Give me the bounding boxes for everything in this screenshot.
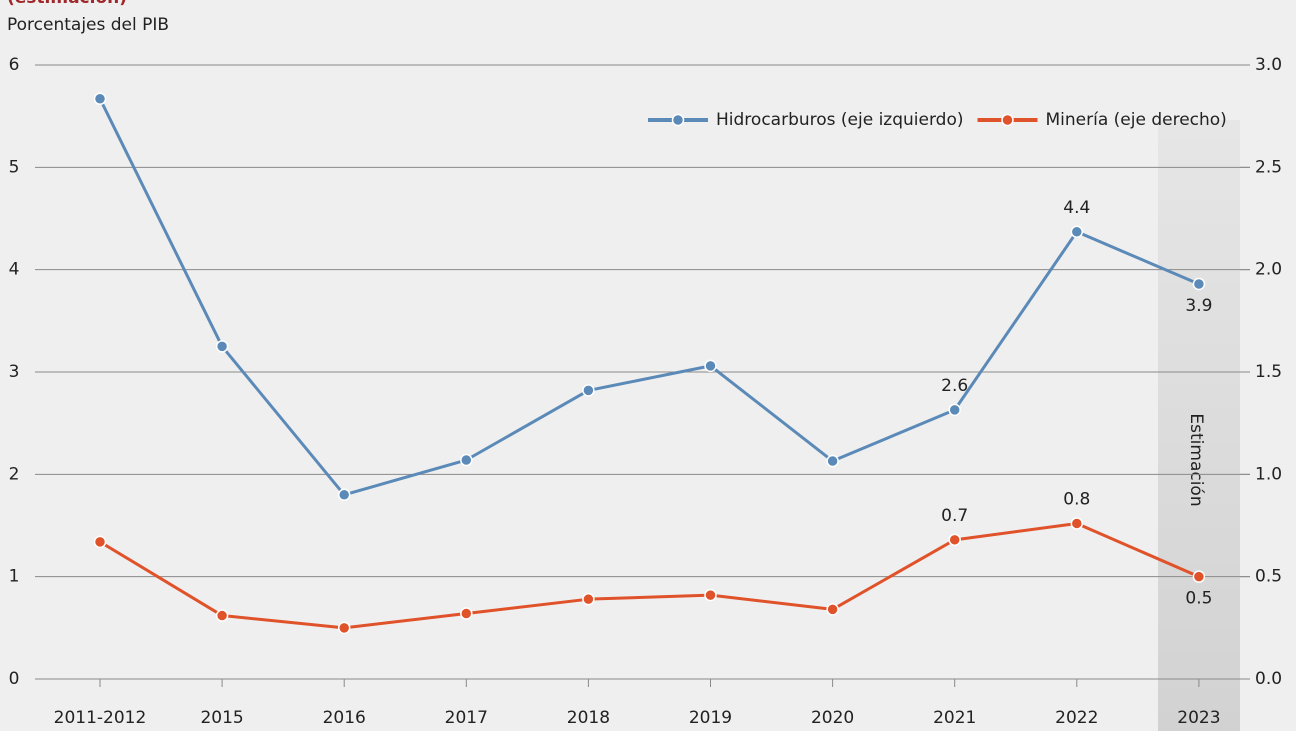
y-tick-label: 3 <box>9 362 20 382</box>
data-label: 3.9 <box>1185 296 1212 316</box>
series-line <box>98 98 1200 497</box>
y2-tick-label: 3.0 <box>1255 55 1282 75</box>
x-tick-label: 2021 <box>933 708 976 728</box>
data-label: 0.5 <box>1185 589 1212 609</box>
legend-marker <box>671 113 685 127</box>
point <box>826 454 839 468</box>
data-label: 2.6 <box>941 376 968 396</box>
point <box>948 533 961 547</box>
y2-tick-label: 2.0 <box>1255 260 1282 280</box>
point <box>582 592 595 606</box>
point <box>1070 517 1084 530</box>
x-tick-label: 2023 <box>1177 708 1220 728</box>
y-tick-label: 0 <box>9 669 20 689</box>
point <box>1192 277 1206 291</box>
legend-label: Hidrocarburos (eje izquierdo) <box>716 110 964 130</box>
y-axis-label: Porcentajes del PIB <box>7 15 169 35</box>
x-tick-label: 2016 <box>323 708 366 728</box>
point <box>215 340 229 353</box>
x-tick-label: 2011-2012 <box>54 708 147 728</box>
chart-title: (estimación) <box>7 0 127 8</box>
x-tick-label: 2018 <box>567 708 610 728</box>
y-tick-label: 6 <box>9 55 20 75</box>
point <box>337 621 351 635</box>
x-tick-label: 2015 <box>200 708 243 728</box>
data-label: 4.4 <box>1063 198 1090 218</box>
y2-tick-label: 1.5 <box>1255 362 1282 382</box>
point <box>215 609 229 622</box>
point <box>582 384 595 397</box>
y2-tick-label: 1.0 <box>1255 464 1282 484</box>
point <box>460 453 473 467</box>
data-label: 0.8 <box>1063 489 1090 509</box>
x-tick-label: 2022 <box>1055 708 1098 728</box>
y2-tick-label: 0.5 <box>1255 567 1282 587</box>
estimate-band <box>1158 120 1240 731</box>
series-line <box>99 521 1200 630</box>
point <box>1070 225 1084 239</box>
y-tick-label: 5 <box>9 157 20 177</box>
y-tick-label: 1 <box>9 567 20 587</box>
data-label: 0.7 <box>941 506 968 526</box>
point <box>337 488 351 502</box>
point <box>948 403 961 417</box>
point <box>704 359 717 373</box>
y-tick-label: 2 <box>9 464 20 484</box>
point <box>704 588 717 602</box>
y2-tick-label: 2.5 <box>1255 157 1282 177</box>
point <box>93 92 107 106</box>
y-tick-label: 4 <box>9 260 20 280</box>
y2-tick-label: 0.0 <box>1255 669 1282 689</box>
point <box>460 607 473 620</box>
point <box>826 603 839 616</box>
legend-marker <box>1001 113 1014 127</box>
point <box>1192 570 1206 583</box>
x-tick-label: 2020 <box>811 708 854 728</box>
x-tick-label: 2017 <box>445 708 488 728</box>
x-tick-label: 2019 <box>689 708 732 728</box>
point <box>93 535 107 549</box>
annotation: Estimación <box>1186 413 1206 506</box>
legend-label: Minería (eje derecho) <box>1046 110 1227 130</box>
